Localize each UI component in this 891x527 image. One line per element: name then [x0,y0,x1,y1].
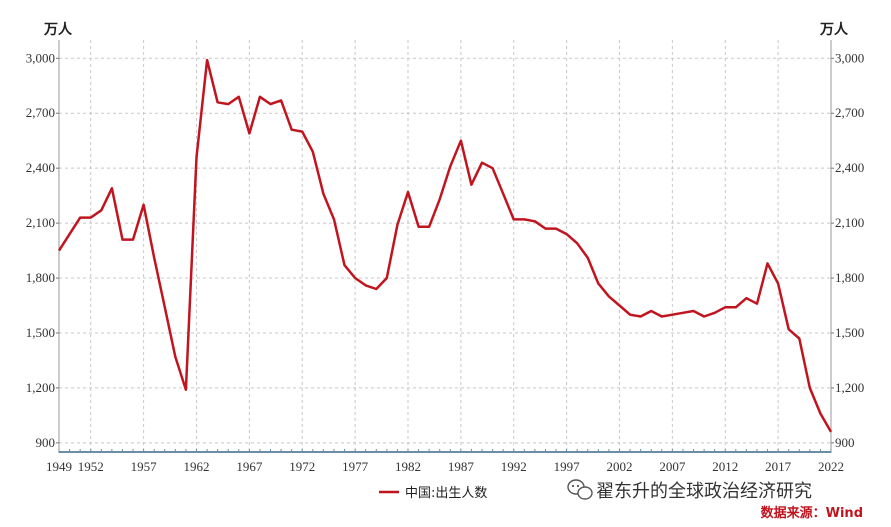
y-tick-label-right: 900 [835,435,855,450]
left-unit-label: 万人 [43,21,73,38]
y-tick-label-left: 2,100 [26,215,55,230]
y-tick-label-left: 1,800 [26,270,55,285]
x-tick-label: 1957 [131,459,158,474]
y-tick-label-right: 2,700 [835,105,864,120]
x-tick-label: 2012 [712,459,738,474]
y-tick-label-right: 1,800 [835,270,864,285]
series-line-births [57,58,833,433]
gridlines [58,40,832,452]
x-tick-label: 2007 [659,459,686,474]
y-tick-label-left: 2,400 [26,160,55,175]
x-tick-label: 1952 [78,459,104,474]
watermark-text: 翟东升的全球政治经济研究 [596,481,812,502]
x-tick-label: 1962 [183,459,209,474]
x-tick-label: 1972 [289,459,315,474]
series-layer [57,58,833,433]
y-tick-label-right: 1,200 [835,380,864,395]
right-unit-label: 万人 [819,21,849,38]
x-tick-label: 1982 [395,459,421,474]
y-tick-label-right: 3,000 [835,50,864,65]
y-tick-label-left: 2,700 [26,105,55,120]
x-tick-label: 1967 [236,459,263,474]
x-tick-label: 1949 [46,459,72,474]
x-tick-label: 2017 [765,459,792,474]
x-tick-label: 1987 [448,459,475,474]
x-tick-label: 2002 [606,459,632,474]
left-tick-labels: 900 1,200 1,500 1,800 2,100 2,400 2,700 3,000 [26,50,59,450]
x-tick-label: 1977 [342,459,369,474]
source-label: 数据来源：Wind [761,505,863,521]
y-tick-label-left: 3,000 [26,50,55,65]
right-tick-labels: 900 1,200 1,500 1,800 2,100 2,400 2,700 3,000 [831,50,864,450]
legend-label: 中国:出生人数 [405,486,487,501]
wechat-icon [567,479,593,500]
y-tick-label-right: 1,500 [835,325,864,340]
legend: 中国:出生人数 [379,486,487,501]
y-tick-label-left: 1,200 [26,380,55,395]
axes [58,40,832,453]
y-tick-label-left: 1,500 [26,325,55,340]
x-tick-label: 2022 [818,459,844,474]
watermark: 翟东升的全球政治经济研究 [567,479,812,502]
y-tick-label-left: 900 [36,435,56,450]
x-tick-label: 1992 [501,459,527,474]
x-tick-labels: 1949 1952 1957 1962 1967 1972 1977 1982 1987 1992… [46,449,844,474]
y-tick-label-right: 2,400 [835,160,864,175]
y-tick-label-right: 2,100 [835,215,864,230]
x-tick-label: 1997 [554,459,581,474]
